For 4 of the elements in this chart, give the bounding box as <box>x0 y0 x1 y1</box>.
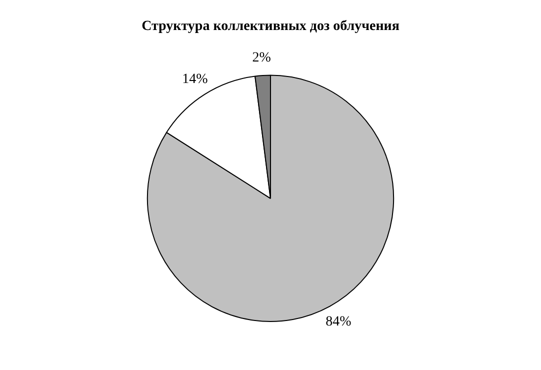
data-label: 84% <box>326 314 352 330</box>
data-label: 2% <box>252 50 272 66</box>
data-label: 14% <box>182 72 208 87</box>
chart-title: Структура коллективных доз облучения <box>142 19 400 34</box>
